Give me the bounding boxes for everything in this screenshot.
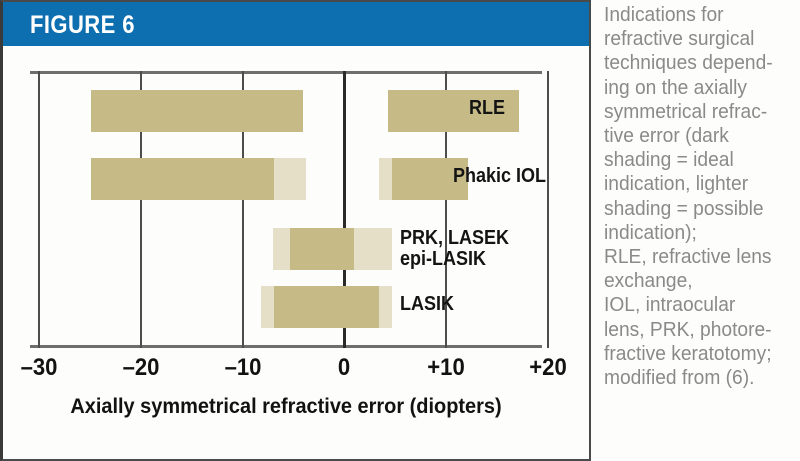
caption-line: RLE, refractive lens <box>604 246 772 269</box>
caption-line: indication, lighter <box>604 173 749 196</box>
chart-x-axis-title: Axially symmetrical refractive error (di… <box>70 395 502 418</box>
bar-segment-possible <box>379 286 393 328</box>
bar-row <box>3 158 589 200</box>
bar-segment-possible <box>379 158 393 200</box>
bar-segment-ideal <box>90 158 275 200</box>
x-tick-label: –10 <box>224 354 262 381</box>
bar-segment-ideal <box>290 228 354 270</box>
chart-plot-area: RLE Phakic IOL PRK, LASEK epi-LASIK LASIK –3… <box>3 46 589 459</box>
bar-segment-ideal <box>388 90 520 132</box>
bar-segment-possible <box>260 286 275 328</box>
figure-number-label: FIGURE 6 <box>30 11 135 39</box>
bar-segment-possible <box>273 228 291 270</box>
bar-label: LASIK <box>400 294 454 315</box>
bar-label: Phakic IOL <box>453 166 546 187</box>
bar-label: PRK, LASEK epi-LASIK <box>400 228 509 270</box>
caption-line: fractive keratotomy; <box>604 342 772 365</box>
gridline-0 <box>342 71 346 348</box>
gridline-+10 <box>445 71 448 348</box>
caption-line: shading = possible <box>604 197 764 220</box>
bar-label-line: PRK, LASEK <box>400 227 510 249</box>
bar-label-line: Phakic IOL <box>453 165 547 187</box>
chart-x-axis-line <box>30 345 542 348</box>
bar-segment-possible <box>274 158 306 200</box>
bar-label: RLE <box>469 98 505 119</box>
caption-line: Indications for <box>604 4 724 26</box>
bar-label-line: LASIK <box>400 293 454 315</box>
x-tick-label: +10 <box>427 354 465 381</box>
caption-line: exchange, <box>604 270 693 293</box>
figure-caption: Indications for refractive surgical techni… <box>591 0 800 461</box>
caption-line: indication); <box>604 221 697 244</box>
gridline-minus10 <box>241 71 244 348</box>
x-tick-label: –20 <box>122 354 160 381</box>
bar-segment-ideal <box>90 90 303 132</box>
bar-row <box>3 228 589 270</box>
x-tick-label: +20 <box>529 354 567 381</box>
bar-label-line: epi-LASIK <box>400 248 487 270</box>
chart-top-rule <box>30 71 542 74</box>
caption-line: modified from (6). <box>604 367 755 390</box>
caption-line: lens, PRK, photore- <box>604 318 772 341</box>
bar-row <box>3 90 589 132</box>
caption-line: shading = ideal <box>604 149 734 172</box>
caption-line: IOL, intraocular <box>604 294 736 317</box>
bar-segment-ideal <box>274 286 379 328</box>
caption-line: ing on the axially <box>604 76 748 99</box>
gridline-minus20 <box>139 71 142 348</box>
bar-label-line: RLE <box>469 97 505 119</box>
x-tick-label: 0 <box>338 354 351 381</box>
x-tick-label: –30 <box>20 354 58 381</box>
caption-line: techniques depend- <box>604 52 773 75</box>
gridline-+20 <box>547 71 549 348</box>
caption-line: tive error (dark <box>604 125 729 148</box>
figure-banner: FIGURE 6 <box>3 2 589 46</box>
gridline-minus30 <box>38 71 40 348</box>
bar-segment-ideal <box>392 158 468 200</box>
caption-line: refractive surgical <box>604 28 755 51</box>
bar-row <box>3 286 589 328</box>
caption-line: symmetrical refrac- <box>604 100 768 123</box>
bar-segment-possible <box>353 228 393 270</box>
figure-panel: FIGURE 6 RLE Phakic IOL PRK, LASEK epi-LASI… <box>0 0 591 461</box>
